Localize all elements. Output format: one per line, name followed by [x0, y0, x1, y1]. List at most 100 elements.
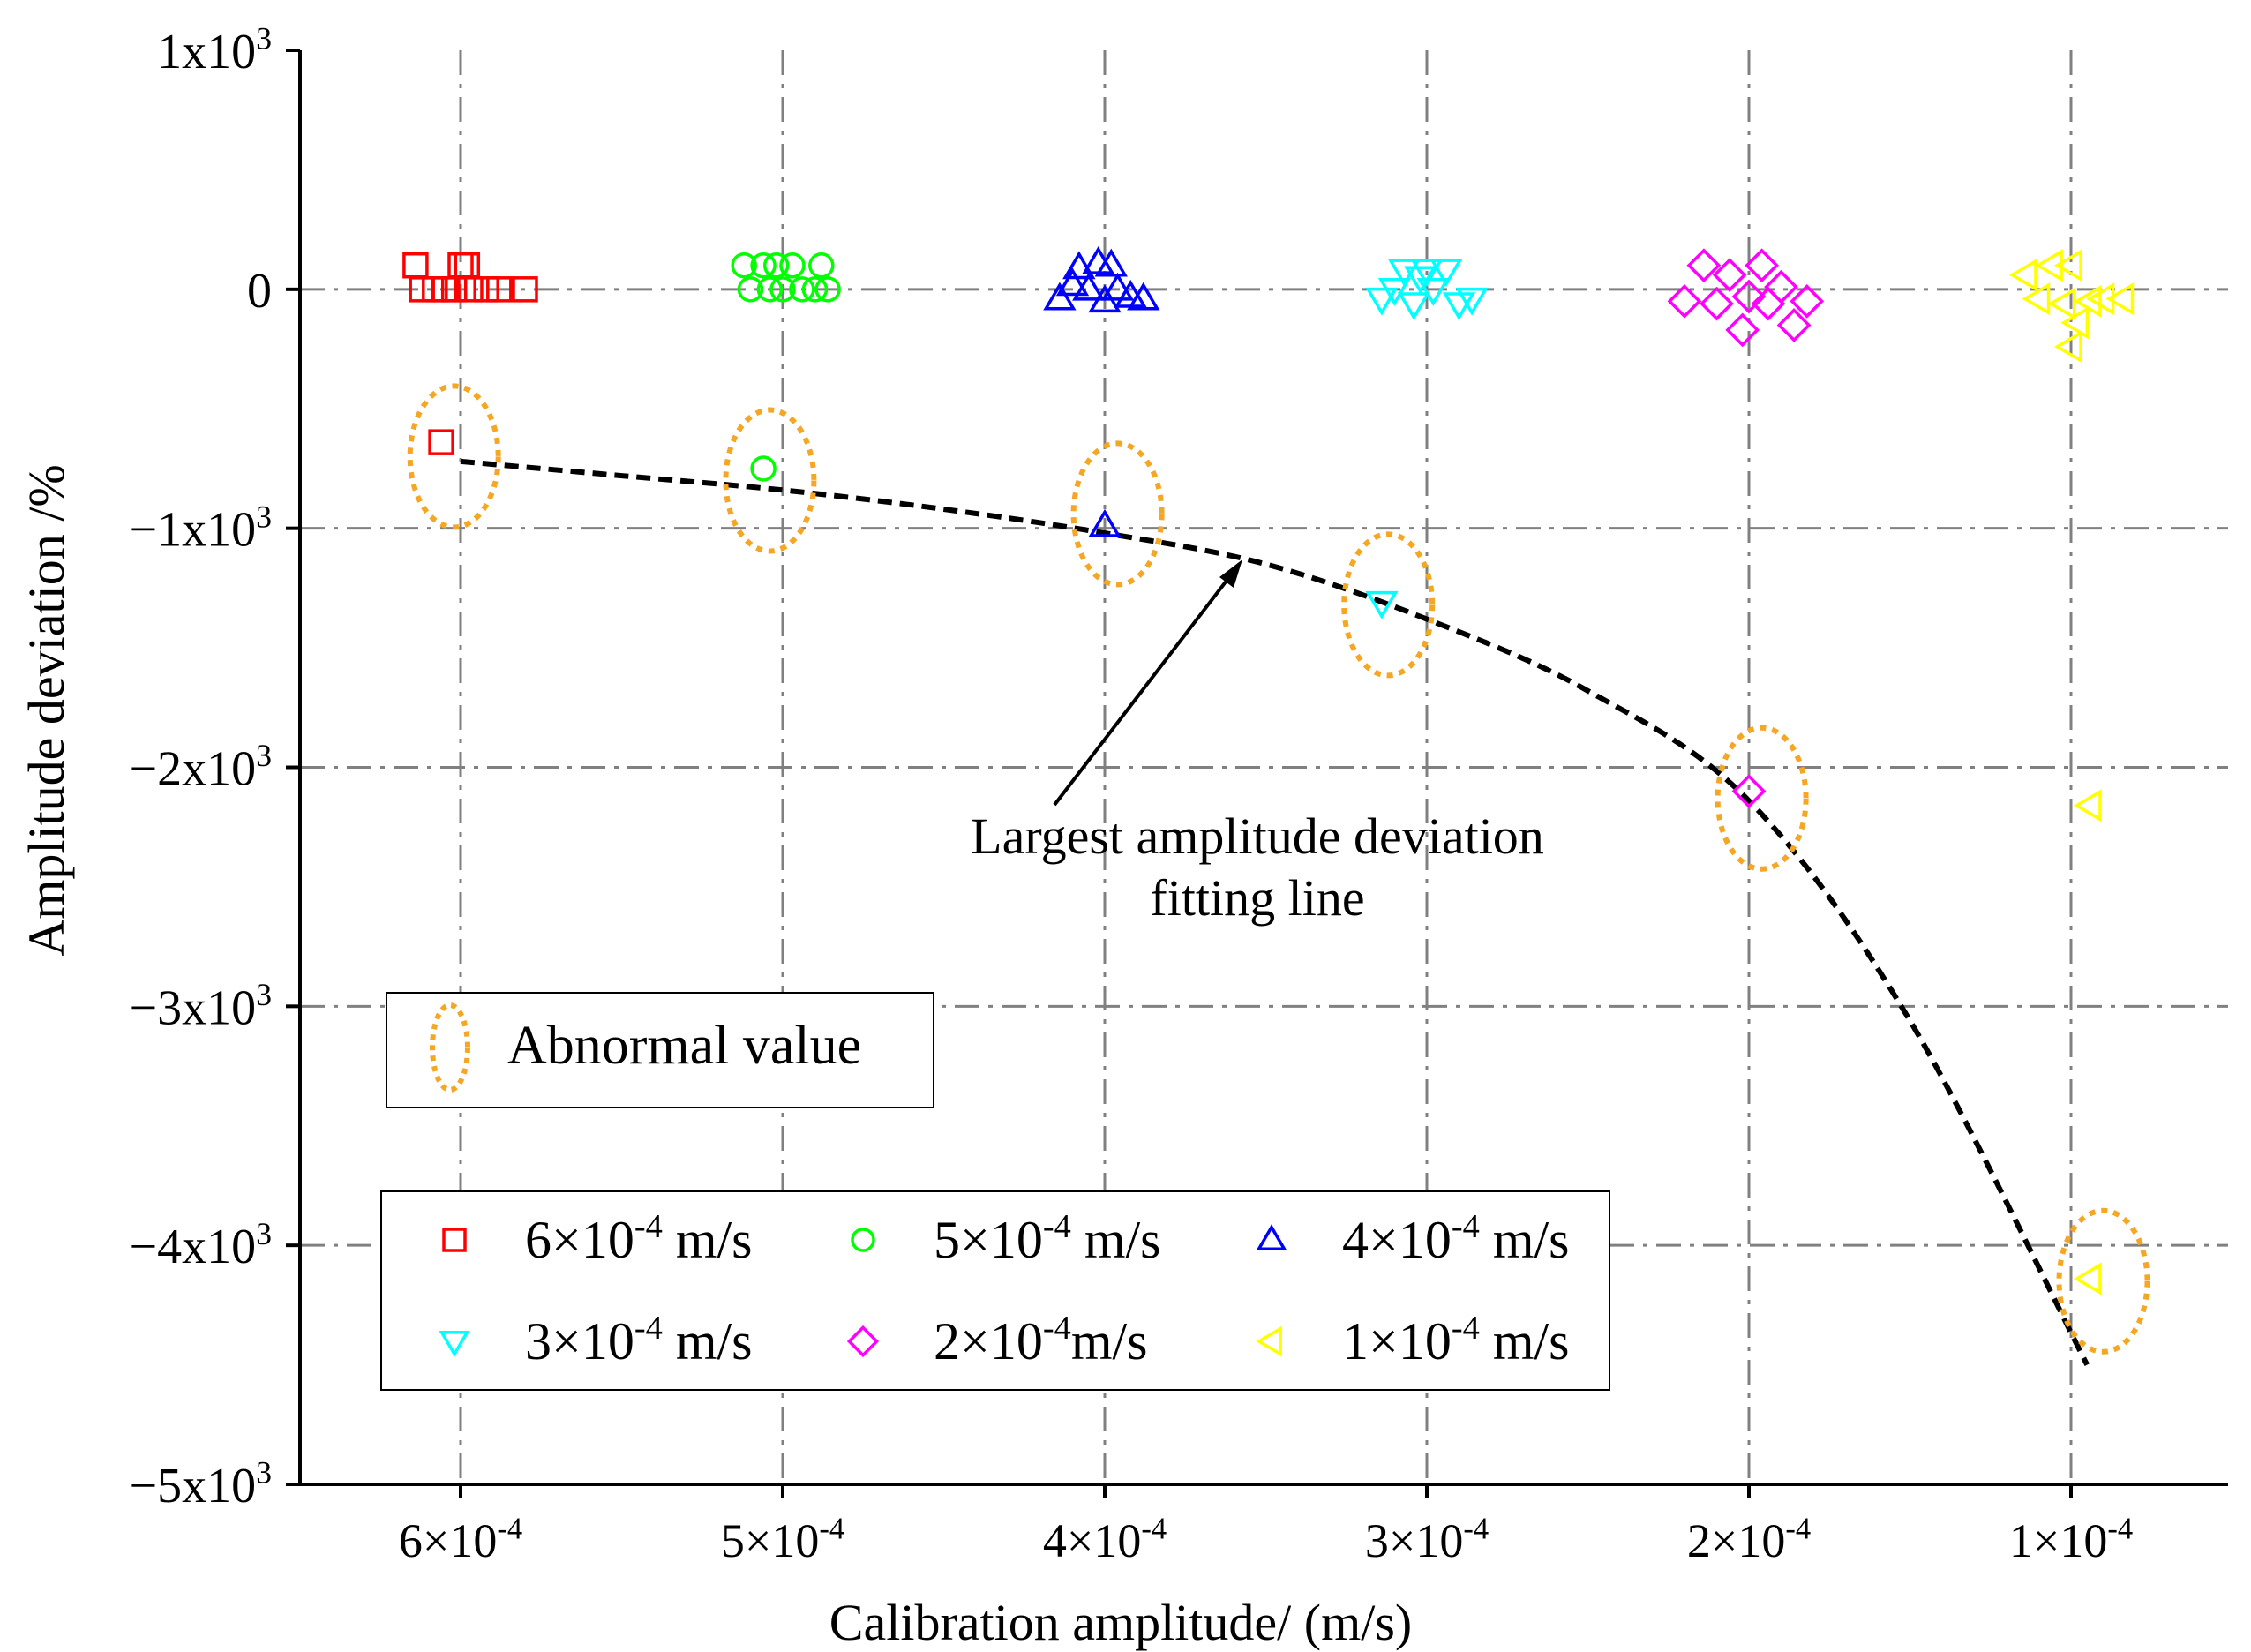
y-tick-label: −5x103	[129, 1455, 272, 1513]
data-point	[2073, 284, 2102, 319]
data-point	[2105, 282, 2135, 316]
data-point	[2073, 1262, 2102, 1295]
data-point	[428, 429, 454, 455]
x-tick-label: 5×10-4	[721, 1512, 844, 1567]
y-axis-label: Amplitude deviation /%	[18, 464, 75, 956]
data-point	[2022, 282, 2051, 316]
abnormal-ellipse	[2056, 1207, 2150, 1355]
annotation-arrowhead	[1219, 559, 1242, 588]
legend-marker	[439, 1331, 470, 1357]
y-tick-label: 1x103	[157, 21, 272, 79]
data-point	[1725, 312, 1760, 348]
y-tick-label: −1x103	[129, 499, 272, 557]
data-point	[731, 252, 757, 279]
abnormal-ellipse	[1341, 531, 1436, 679]
legend-marker	[1256, 1224, 1287, 1250]
x-axis-label: Calibration amplitude/ (m/s)	[829, 1594, 1412, 1651]
data-points	[402, 245, 2135, 1295]
x-tick-label: 4×10-4	[1043, 1512, 1167, 1567]
data-point	[1776, 308, 1812, 342]
legend-marker	[846, 1325, 880, 1358]
data-point	[457, 276, 484, 303]
abnormal-legend: Abnormal value	[386, 992, 934, 1108]
abnormal-legend-box	[386, 992, 934, 1108]
x-tick-label: 3×10-4	[1365, 1512, 1489, 1567]
abnormal-ellipse	[407, 383, 501, 530]
legend-label: 2×10-4m/s	[934, 1310, 1148, 1370]
data-point	[1731, 279, 1767, 314]
data-point	[1127, 282, 1160, 311]
y-tick-label: −3x103	[129, 977, 272, 1035]
data-point	[2053, 249, 2082, 282]
data-point	[750, 252, 777, 279]
data-point	[769, 276, 796, 303]
data-point	[1686, 248, 1722, 283]
legend-label: 3×10-4 m/s	[525, 1310, 753, 1370]
data-point	[1072, 272, 1106, 301]
series-legend: 6×10-4 m/s 5×10-4 m/s 4×10-4 m/s 3×10-4 m/s…	[380, 1190, 1610, 1391]
abnormal-ellipse	[723, 407, 817, 554]
data-point	[1387, 259, 1422, 288]
annotation-arrow-line	[1053, 567, 1237, 807]
x-ticks: 6×10-4 5×10-4 4×10-4 3×10-4 2×10-4 1×10-4	[399, 1484, 2133, 1567]
data-point	[789, 276, 815, 303]
data-point	[1745, 248, 1779, 283]
abnormal-legend-ellipse	[430, 1002, 470, 1093]
data-point	[1764, 269, 1798, 304]
data-point	[808, 252, 835, 279]
data-point	[1365, 287, 1399, 316]
abnormal-value-ellipses	[407, 383, 2150, 1355]
legend-marker	[1256, 1325, 1282, 1357]
fitting-line	[460, 458, 2090, 1366]
data-point	[756, 276, 784, 303]
data-point	[779, 252, 806, 279]
data-point	[2008, 258, 2037, 292]
data-point	[1410, 259, 1444, 288]
x-tick-label: 1×10-4	[2009, 1512, 2133, 1567]
y-tick-label: −2x103	[129, 738, 272, 796]
data-point	[402, 252, 429, 279]
data-point	[512, 276, 538, 303]
data-point	[1377, 278, 1412, 306]
data-point	[1114, 279, 1147, 308]
data-point	[1667, 284, 1702, 319]
data-point	[1100, 272, 1135, 301]
data-point	[1429, 259, 1463, 288]
abnormal-ellipse	[1715, 725, 1809, 872]
data-point	[750, 455, 777, 482]
y-ticks: 1x103 0 −1x103 −2x103 −3x103 −4x103 −5x103	[129, 21, 300, 1513]
legend-marker	[442, 1228, 467, 1252]
abnormal-ellipse	[1070, 440, 1165, 588]
data-point	[1088, 508, 1122, 537]
data-point	[2047, 287, 2076, 320]
x-tick-label: 6×10-4	[399, 1512, 522, 1567]
legend-label: 6×10-4 m/s	[525, 1208, 753, 1269]
data-point	[1731, 774, 1767, 808]
abnormal-legend-label: Abnormal value	[507, 1016, 861, 1076]
fit-annotation: Largest amplitude deviation fitting line	[971, 559, 1544, 927]
data-point	[2060, 306, 2090, 340]
data-point	[2035, 249, 2063, 282]
data-point	[454, 252, 481, 279]
data-point	[1700, 286, 1734, 321]
fit-label-line1: Largest amplitude deviation	[971, 807, 1544, 865]
legend-marker	[851, 1228, 875, 1252]
legend-label: 5×10-4 m/s	[934, 1208, 1161, 1269]
data-point	[1062, 251, 1096, 280]
y-tick-label: −4x103	[129, 1216, 272, 1274]
series-legend-box	[380, 1190, 1610, 1391]
legend-label: 1×10-4 m/s	[1342, 1310, 1570, 1370]
legend-label: 4×10-4 m/s	[1342, 1208, 1570, 1269]
data-point	[762, 252, 790, 279]
data-point	[1365, 590, 1399, 620]
data-point	[814, 276, 841, 303]
data-point	[1712, 258, 1747, 292]
data-point	[1790, 284, 1825, 319]
data-point	[1094, 248, 1128, 277]
fit-label-line2: fitting line	[1150, 869, 1364, 927]
data-point	[1043, 282, 1077, 311]
data-point	[1455, 287, 1489, 316]
data-point	[1055, 267, 1090, 297]
data-point	[801, 276, 829, 303]
